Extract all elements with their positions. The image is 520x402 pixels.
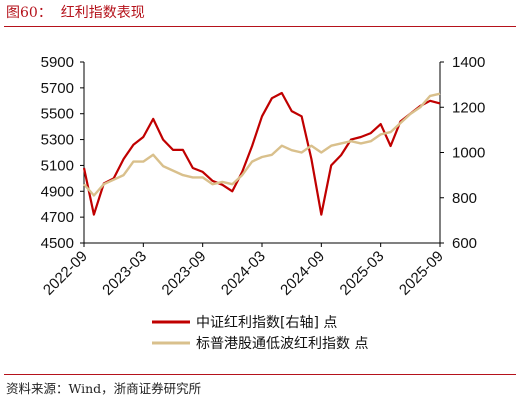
left-tick-label: 5700: [41, 80, 74, 97]
left-tick-label: 4700: [41, 209, 74, 226]
x-tick-label: 2025-03: [337, 248, 388, 299]
right-tick-label: 600: [452, 235, 477, 252]
x-tick-label: 2024-09: [277, 248, 328, 299]
figure-title: 图60： 红利指数表现: [6, 5, 145, 21]
source-note: 资料来源：Wind，浙商证券研究所: [6, 381, 202, 396]
footer-divider: [4, 374, 516, 375]
right-tick-label: 1000: [452, 145, 485, 162]
legend-label: 中证红利指数[右轴] 点: [196, 315, 337, 331]
left-tick-label: 4500: [41, 235, 74, 252]
series-line-sp-hk-lowvol-dividend: [83, 92, 441, 197]
plot-area: 4500 4700 4900 5100 5300 5500 5700 5900 600 800 10…: [40, 54, 486, 299]
right-tick-label: 1400: [452, 54, 485, 71]
dual-axis-line-chart: 4500 4700 4900 5100 5300 5500 5700 5900 600 800 10…: [40, 54, 486, 352]
x-tick-label: 2024-03: [218, 248, 269, 299]
title-divider: [4, 26, 516, 27]
x-tick-label: 2023-09: [159, 248, 210, 299]
x-tick-label: 2025-09: [396, 248, 447, 299]
x-tick-label: 2023-03: [99, 248, 150, 299]
right-tick-label: 1200: [452, 99, 485, 116]
series-line-csi-dividend: [82, 91, 441, 216]
left-tick-label: 5500: [41, 106, 74, 123]
legend-label: 标普港股通低波红利指数 点: [196, 336, 368, 352]
left-tick-label: 5300: [41, 132, 74, 149]
left-tick-label: 4900: [41, 183, 74, 200]
left-tick-label: 5900: [41, 54, 74, 71]
x-tick-label: 2022-09: [40, 248, 91, 299]
left-tick-label: 5100: [41, 157, 74, 174]
right-tick-label: 800: [452, 190, 477, 207]
